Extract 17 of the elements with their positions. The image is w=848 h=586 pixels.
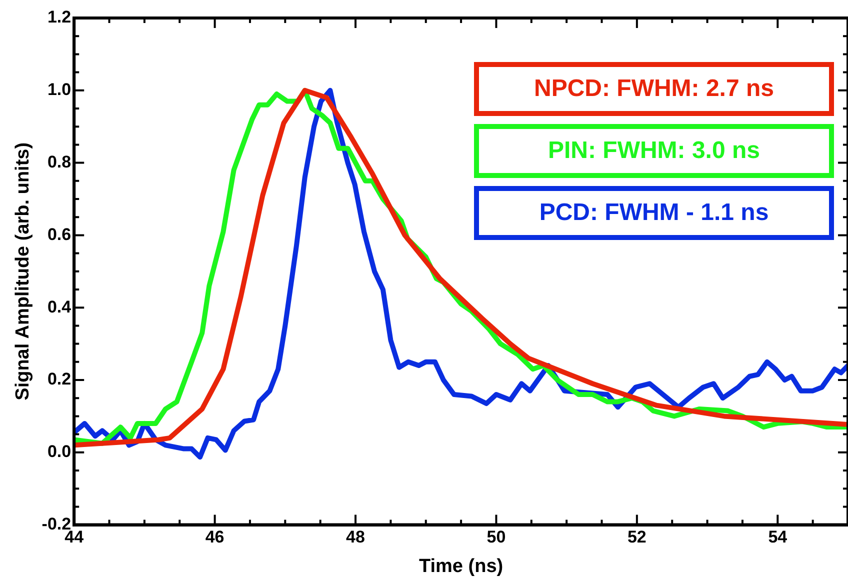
x-tick-label: 46 (205, 528, 224, 547)
y-tick-label: 1.0 (47, 80, 72, 100)
x-tick-label: 54 (768, 528, 788, 547)
y-axis-title: Signal Amplitude (arb. units) (12, 142, 34, 400)
y-tick-label: 0.4 (47, 297, 72, 316)
text: PIN: FWHM: 3.0 ns (474, 124, 834, 178)
text: PCD: FWHM - 1.1 ns (474, 186, 834, 240)
y-tick-label: 0.2 (47, 370, 72, 389)
x-axis-title: Time (ns) (418, 556, 504, 577)
x-tick-label: 50 (486, 528, 506, 547)
x-tick-label: 52 (627, 528, 646, 547)
y-tick-label: 0.0 (47, 442, 72, 462)
y-tick-label: 0.8 (47, 152, 72, 172)
y-tick-label: 1.2 (47, 8, 72, 27)
text: NPCD: FWHM: 2.7 ns (474, 62, 834, 116)
x-tick-label: 48 (346, 528, 365, 547)
y-tick-label: 0.6 (47, 224, 72, 244)
